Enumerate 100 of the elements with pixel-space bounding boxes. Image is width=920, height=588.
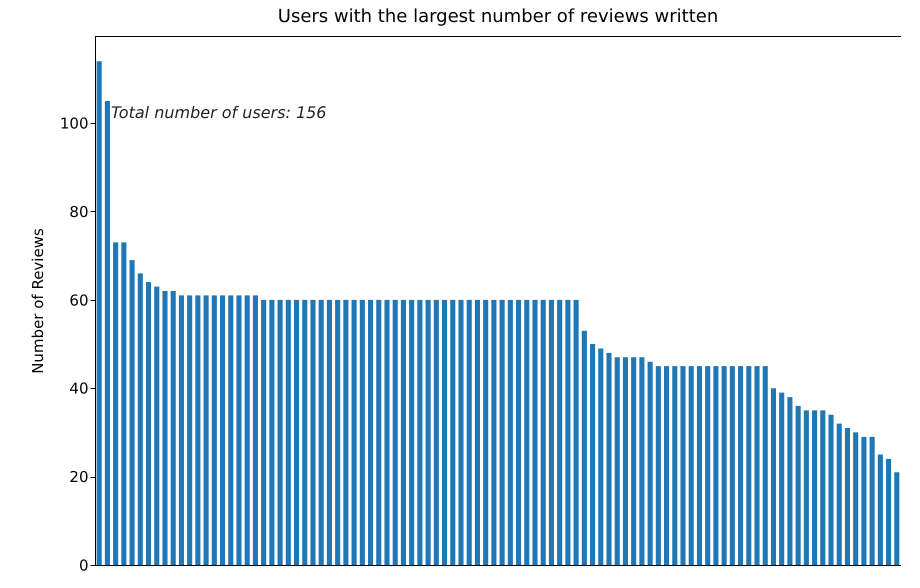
bar [861, 436, 866, 565]
bar [696, 366, 702, 565]
bar [730, 366, 735, 565]
bar [779, 392, 784, 565]
bar [409, 300, 414, 565]
bar [450, 300, 456, 565]
bar [187, 295, 192, 565]
bar [96, 61, 102, 565]
bar [442, 300, 448, 565]
bar [844, 428, 850, 565]
bar [622, 357, 628, 565]
bar [228, 295, 234, 565]
bar [368, 300, 374, 565]
bar [212, 295, 217, 565]
bar [870, 436, 875, 565]
bar [713, 366, 718, 565]
bar [532, 300, 538, 565]
bar [812, 410, 818, 565]
bar [244, 295, 250, 565]
bar [491, 300, 496, 565]
bar [886, 458, 892, 565]
bar [754, 366, 760, 565]
bar [426, 300, 431, 565]
bar [598, 348, 604, 565]
bar [787, 397, 792, 565]
bar [162, 291, 168, 565]
bar [656, 366, 661, 565]
bar [170, 291, 176, 565]
bar [121, 242, 126, 565]
bar [631, 357, 636, 565]
chart-title: Users with the largest number of reviews written [278, 6, 718, 27]
bar [130, 260, 135, 565]
bar [894, 472, 900, 565]
bar [540, 300, 546, 565]
bar [138, 273, 143, 565]
bar [343, 300, 348, 565]
bar [376, 300, 382, 565]
bar [434, 300, 439, 565]
bar [269, 300, 274, 565]
bar [836, 424, 842, 565]
bar [500, 300, 505, 565]
bar [483, 300, 488, 565]
bar [278, 300, 283, 565]
bar [204, 295, 209, 565]
bar [384, 300, 390, 565]
bar [828, 414, 834, 565]
bar [590, 344, 596, 565]
bar [516, 300, 522, 565]
bar [335, 300, 340, 565]
bar [104, 100, 110, 565]
bar [762, 366, 768, 565]
bar [178, 295, 184, 565]
bar [648, 362, 653, 565]
bar [458, 300, 464, 565]
bar [392, 300, 398, 565]
bar [722, 366, 727, 565]
annotation: Total number of users: 156 [111, 103, 326, 122]
bar [705, 366, 710, 565]
bar [195, 295, 200, 565]
bar [352, 300, 357, 565]
bar [508, 300, 513, 565]
y-tick-label: 100 [60, 114, 88, 133]
bar [326, 300, 332, 565]
bar [220, 295, 226, 565]
bar [853, 432, 858, 565]
y-tick-label: 20 [69, 468, 88, 486]
bar [294, 300, 300, 565]
bar [252, 295, 258, 565]
bar [146, 282, 152, 565]
bar [360, 300, 365, 565]
bar [796, 406, 801, 565]
bar [417, 300, 422, 565]
bar [820, 410, 826, 565]
bar [557, 300, 562, 565]
bar [738, 366, 744, 565]
bar [113, 242, 118, 565]
bar [574, 300, 579, 565]
bar [318, 300, 324, 565]
bar [672, 366, 678, 565]
bar [310, 300, 316, 565]
bar [154, 286, 160, 565]
bar [400, 300, 406, 565]
bar [878, 454, 883, 565]
bar [302, 300, 308, 565]
y-tick-label: 40 [69, 380, 88, 398]
bar [688, 366, 694, 565]
bar [746, 366, 752, 565]
bar [286, 300, 291, 565]
bar [466, 300, 472, 565]
bar [770, 388, 776, 565]
bar [261, 300, 266, 565]
y-tick-label: 80 [69, 202, 88, 221]
bar [606, 352, 612, 565]
y-tick-label: 0 [78, 556, 88, 574]
bar [524, 300, 530, 565]
bar [664, 366, 670, 565]
y-tick-label: 60 [69, 291, 88, 310]
bar [639, 357, 644, 565]
bar [614, 357, 620, 565]
bar [474, 300, 480, 565]
